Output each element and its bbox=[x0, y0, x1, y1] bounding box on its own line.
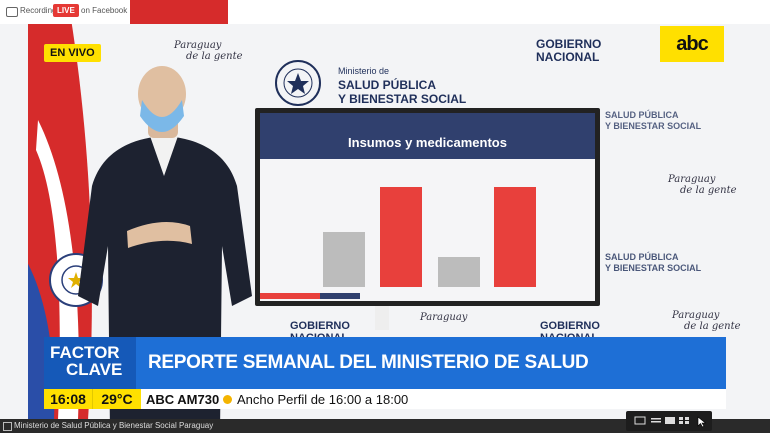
bar-3 bbox=[438, 257, 480, 287]
recording-icon bbox=[6, 7, 18, 17]
paraguay-script-2: Paraguay de la gente bbox=[668, 174, 737, 196]
paraguay-script-4: Paraguay bbox=[420, 312, 468, 323]
abc-logo: abc bbox=[660, 26, 724, 62]
window-icon bbox=[3, 422, 12, 431]
chat-icon[interactable] bbox=[634, 416, 646, 425]
headline: REPORTE SEMANAL DEL MINISTERIO DE SALUD bbox=[148, 352, 589, 373]
ministerio-logo-right: SALUD PÚBLICA Y BIENESTAR SOCIAL bbox=[605, 110, 702, 131]
ministry-seal-icon bbox=[275, 60, 321, 106]
slide: Insumos y medicamentos bbox=[260, 113, 595, 301]
paraguay-script-1: Paraguay de la gente bbox=[174, 40, 243, 62]
program-brand-line2: CLAVE bbox=[66, 360, 123, 379]
ministerio-logo-right-2: SALUD PÚBLICA Y BIENESTAR SOCIAL bbox=[605, 252, 702, 273]
bar-chart bbox=[323, 187, 536, 287]
cursor-icon bbox=[697, 416, 707, 428]
slide-header: Insumos y medicamentos bbox=[260, 113, 595, 159]
slide-title: Insumos y medicamentos bbox=[348, 135, 507, 150]
slide-footer-accent-2 bbox=[320, 293, 360, 299]
platform-label: on Facebook bbox=[81, 6, 128, 15]
paraguay-script-3: Paraguay de la gente bbox=[672, 310, 741, 332]
slide-footer-accent bbox=[260, 293, 320, 299]
info-bar bbox=[44, 389, 726, 409]
grid-icon[interactable] bbox=[678, 416, 690, 425]
bar-2 bbox=[380, 187, 422, 287]
layout-icon[interactable] bbox=[664, 416, 676, 425]
station-name: ABC AM730 bbox=[146, 392, 220, 407]
separator-dot-icon bbox=[223, 395, 232, 404]
recording-bar-bg: Recording LIVE on Facebook bbox=[0, 0, 130, 24]
window-status-bar bbox=[0, 419, 770, 433]
temperature: 29°C bbox=[92, 389, 141, 409]
window-title: Ministerio de Salud Pública y Bienestar … bbox=[14, 421, 214, 430]
presentation-screen: Insumos y medicamentos bbox=[255, 108, 600, 306]
clock: 16:08 bbox=[44, 389, 92, 409]
screen-stand bbox=[375, 306, 389, 330]
live-badge: LIVE bbox=[53, 4, 79, 17]
bar-4 bbox=[494, 187, 536, 287]
ministerio-logo-top: Ministerio de SALUD PÚBLICA Y BIENESTAR … bbox=[338, 66, 467, 106]
bar-1 bbox=[323, 232, 365, 287]
program-schedule: Ancho Perfil de 16:00 a 18:00 bbox=[237, 392, 409, 407]
program-brand-line1: FACTOR bbox=[50, 343, 120, 362]
lower-third bbox=[44, 337, 726, 389]
recording-label: Recording bbox=[20, 6, 57, 15]
list-icon[interactable] bbox=[650, 416, 662, 425]
factor-clave-box bbox=[44, 337, 136, 389]
gobierno-logo-top: GOBIERNO NACIONAL bbox=[536, 37, 602, 64]
en-vivo-badge: EN VIVO bbox=[44, 44, 101, 62]
